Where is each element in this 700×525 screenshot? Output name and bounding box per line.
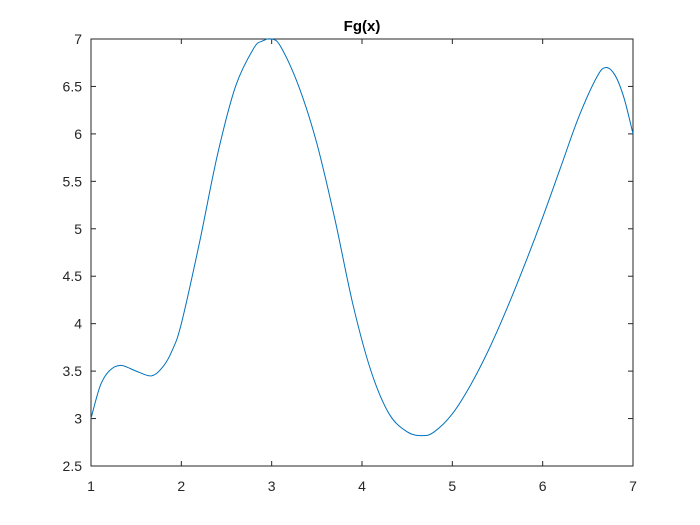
x-tick-label: 5 <box>448 478 456 494</box>
y-tick-label: 3.5 <box>63 363 83 379</box>
x-tick-label: 2 <box>177 478 185 494</box>
x-tick-label: 1 <box>87 478 95 494</box>
y-tick-label: 5 <box>74 221 82 237</box>
x-tick-label: 6 <box>539 478 547 494</box>
x-tick-label: 7 <box>629 478 637 494</box>
y-tick-label: 7 <box>74 31 82 47</box>
y-tick-label: 4.5 <box>63 268 83 284</box>
y-tick-label: 6.5 <box>63 78 83 94</box>
x-tick-label: 4 <box>358 478 366 494</box>
y-tick-label: 3 <box>74 411 82 427</box>
axes-box <box>90 38 634 467</box>
x-tick-label: 3 <box>268 478 276 494</box>
y-tick-label: 2.5 <box>63 458 83 474</box>
y-tick-label: 4 <box>74 316 82 332</box>
series-line-0 <box>90 38 634 437</box>
plot-area: 1 2 3 4 5 6 7 2.5 3 3.5 4 4.5 5 5.5 6 6.5 7 <box>63 31 638 494</box>
y-tick-label: 5.5 <box>63 173 83 189</box>
chart-title: Fg(x) <box>344 18 381 35</box>
y-tick-label: 6 <box>74 126 82 142</box>
